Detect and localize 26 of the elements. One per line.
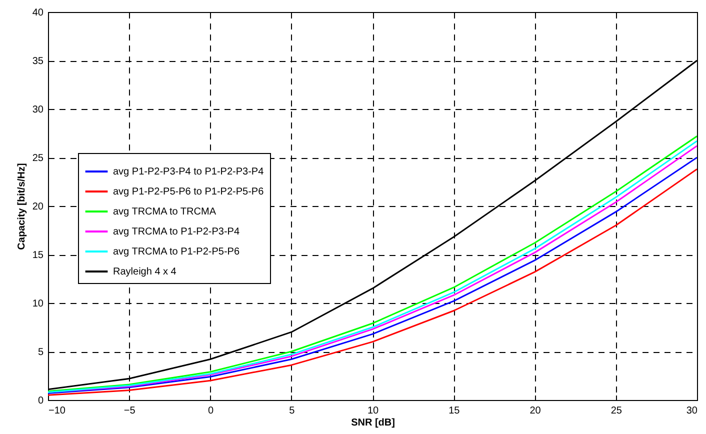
x-tick-label: 20 [530,406,542,416]
y-tick-label: 20 [32,202,44,212]
y-tick-label: 25 [32,153,44,164]
y-tick-label: 40 [32,8,44,18]
x-tick-label: 15 [448,406,460,416]
legend-label: avg P1-P2-P3-P4 to P1-P2-P3-P4 [113,166,264,178]
legend-label: avg TRCMA to P1-P2-P3-P4 [113,226,240,238]
y-tick-label: 0 [38,396,44,406]
y-tick-label: 10 [32,298,44,310]
y-tick-label: 35 [32,56,44,67]
legend-label: avg TRCMA to TRCMA [113,206,216,218]
legend-label: Rayleigh 4 x 4 [113,266,177,278]
x-axis-title: SNR [dB] [351,418,395,428]
legend-label: avg TRCMA to P1-P2-P5-P6 [113,246,240,258]
x-tick-label: 30 [686,406,698,416]
x-tick-label: −10 [48,406,66,416]
y-tick-label: 5 [38,347,44,358]
legend-label: avg P1-P2-P5-P6 to P1-P2-P5-P6 [113,186,264,198]
x-tick-label: 5 [289,406,296,416]
x-tick-label: 10 [367,406,379,416]
x-tick-label: 25 [610,406,622,416]
x-tick-label: 0 [208,406,214,416]
y-tick-label: 30 [32,104,44,116]
y-axis-title: Capacity [bit/s/Hz] [16,163,28,250]
y-tick-label: 15 [32,250,44,261]
x-tick-label: −5 [124,406,136,416]
